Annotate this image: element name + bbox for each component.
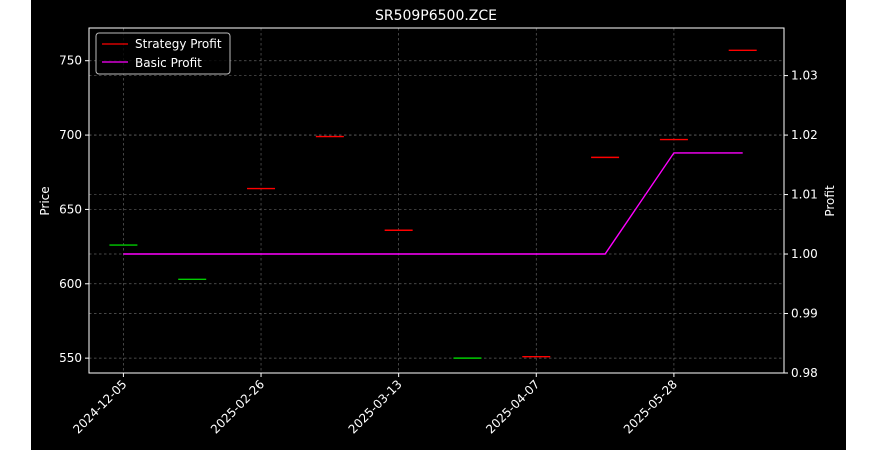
- series-line-basic-profit: [123, 152, 743, 255]
- axes: 2024-12-05 2025-02-26 2025-03-13 2025-04-07…: [59, 54, 818, 437]
- y-left-label: Price: [38, 186, 52, 215]
- x-tick-label: 2025-02-26: [208, 377, 267, 436]
- y-right-tick-label: 0.98: [791, 366, 818, 380]
- y-right-tick-label: 1.01: [791, 188, 818, 202]
- y-right-tick-label: 1.00: [791, 247, 818, 261]
- y-left-tick-label: 600: [59, 277, 82, 291]
- y-left-tick-label: 550: [59, 351, 82, 365]
- y-right-label: Profit: [823, 185, 837, 217]
- grid: [89, 28, 784, 374]
- price-profit-chart: SR509P6500.ZCE 2024-12-05 2025-02-26 2025-…: [38, 8, 837, 437]
- chart-figure: SR509P6500.ZCE 2024-12-05 2025-02-26 2025-…: [31, 0, 846, 450]
- chart-title: SR509P6500.ZCE: [375, 8, 497, 24]
- legend-basic-label: Basic Profit: [135, 56, 202, 70]
- x-tick-label: 2025-03-13: [346, 377, 405, 436]
- x-tick-label: 2025-05-28: [621, 377, 680, 436]
- x-tick-label: 2024-12-05: [70, 377, 129, 436]
- y-right-tick-label: 0.99: [791, 307, 818, 321]
- legend-box: [95, 32, 231, 75]
- y-left-tick-label: 650: [59, 202, 82, 216]
- y-right-tick-label: 1.02: [791, 128, 818, 142]
- price-marks: [109, 49, 757, 359]
- profit-lines: [123, 152, 743, 255]
- legend: Strategy Profit Basic Profit: [95, 32, 231, 75]
- y-right-tick-label: 1.03: [791, 69, 818, 83]
- y-left-tick-label: 750: [59, 54, 82, 68]
- plot-frame: [88, 27, 785, 374]
- legend-strategy-label: Strategy Profit: [135, 37, 222, 51]
- x-tick-label: 2025-04-07: [483, 377, 542, 436]
- y-left-tick-label: 700: [59, 128, 82, 142]
